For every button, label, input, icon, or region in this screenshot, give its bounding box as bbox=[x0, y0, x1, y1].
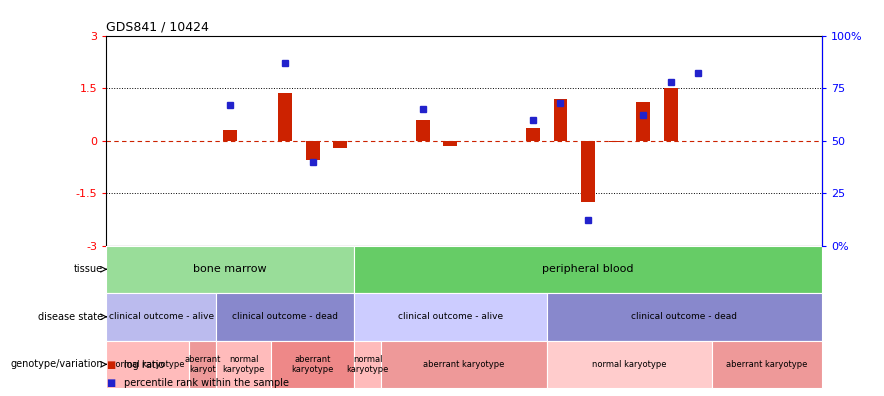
Bar bbox=[306, 141, 319, 160]
Text: normal
karyotype: normal karyotype bbox=[347, 355, 389, 374]
Bar bbox=[415, 120, 430, 141]
Text: peripheral blood: peripheral blood bbox=[542, 264, 634, 274]
Bar bbox=[106, 246, 354, 293]
Bar bbox=[278, 93, 292, 141]
Text: normal karyotype: normal karyotype bbox=[592, 360, 667, 369]
Text: GDS841 / 10424: GDS841 / 10424 bbox=[106, 20, 209, 33]
Bar bbox=[354, 293, 546, 341]
Text: percentile rank within the sample: percentile rank within the sample bbox=[124, 378, 289, 388]
Bar bbox=[354, 341, 382, 388]
Text: clinical outcome - alive: clinical outcome - alive bbox=[109, 312, 214, 321]
Bar bbox=[546, 293, 822, 341]
Text: ■: ■ bbox=[106, 378, 115, 388]
Text: log ratio: log ratio bbox=[124, 360, 164, 370]
Bar bbox=[382, 341, 546, 388]
Bar bbox=[636, 102, 650, 141]
Text: genotype/variation: genotype/variation bbox=[11, 359, 103, 369]
Text: aberrant
karyotype: aberrant karyotype bbox=[292, 355, 334, 374]
Text: clinical outcome - dead: clinical outcome - dead bbox=[232, 312, 338, 321]
Bar bbox=[106, 341, 188, 388]
Text: tissue: tissue bbox=[74, 264, 103, 274]
Bar bbox=[712, 341, 822, 388]
Bar bbox=[271, 341, 354, 388]
Bar bbox=[354, 246, 822, 293]
Text: clinical outcome - dead: clinical outcome - dead bbox=[631, 312, 737, 321]
Bar bbox=[217, 293, 354, 341]
Bar bbox=[333, 141, 347, 148]
Bar bbox=[444, 141, 457, 146]
Text: aberrant karyotype: aberrant karyotype bbox=[727, 360, 808, 369]
Bar bbox=[217, 341, 271, 388]
Text: normal
karyotype: normal karyotype bbox=[223, 355, 265, 374]
Text: aberrant
karyot: aberrant karyot bbox=[184, 355, 221, 374]
Text: normal karyotype: normal karyotype bbox=[110, 360, 185, 369]
Bar bbox=[553, 99, 568, 141]
Text: bone marrow: bone marrow bbox=[194, 264, 267, 274]
Bar bbox=[188, 341, 217, 388]
Bar bbox=[526, 128, 540, 141]
Text: aberrant karyotype: aberrant karyotype bbox=[423, 360, 505, 369]
Text: clinical outcome - alive: clinical outcome - alive bbox=[398, 312, 503, 321]
Bar bbox=[223, 130, 237, 141]
Bar bbox=[609, 141, 622, 142]
Bar bbox=[581, 141, 595, 202]
Text: ■: ■ bbox=[106, 360, 115, 370]
Bar bbox=[664, 88, 677, 141]
Bar bbox=[546, 341, 712, 388]
Bar bbox=[106, 293, 217, 341]
Text: disease state: disease state bbox=[38, 312, 103, 322]
